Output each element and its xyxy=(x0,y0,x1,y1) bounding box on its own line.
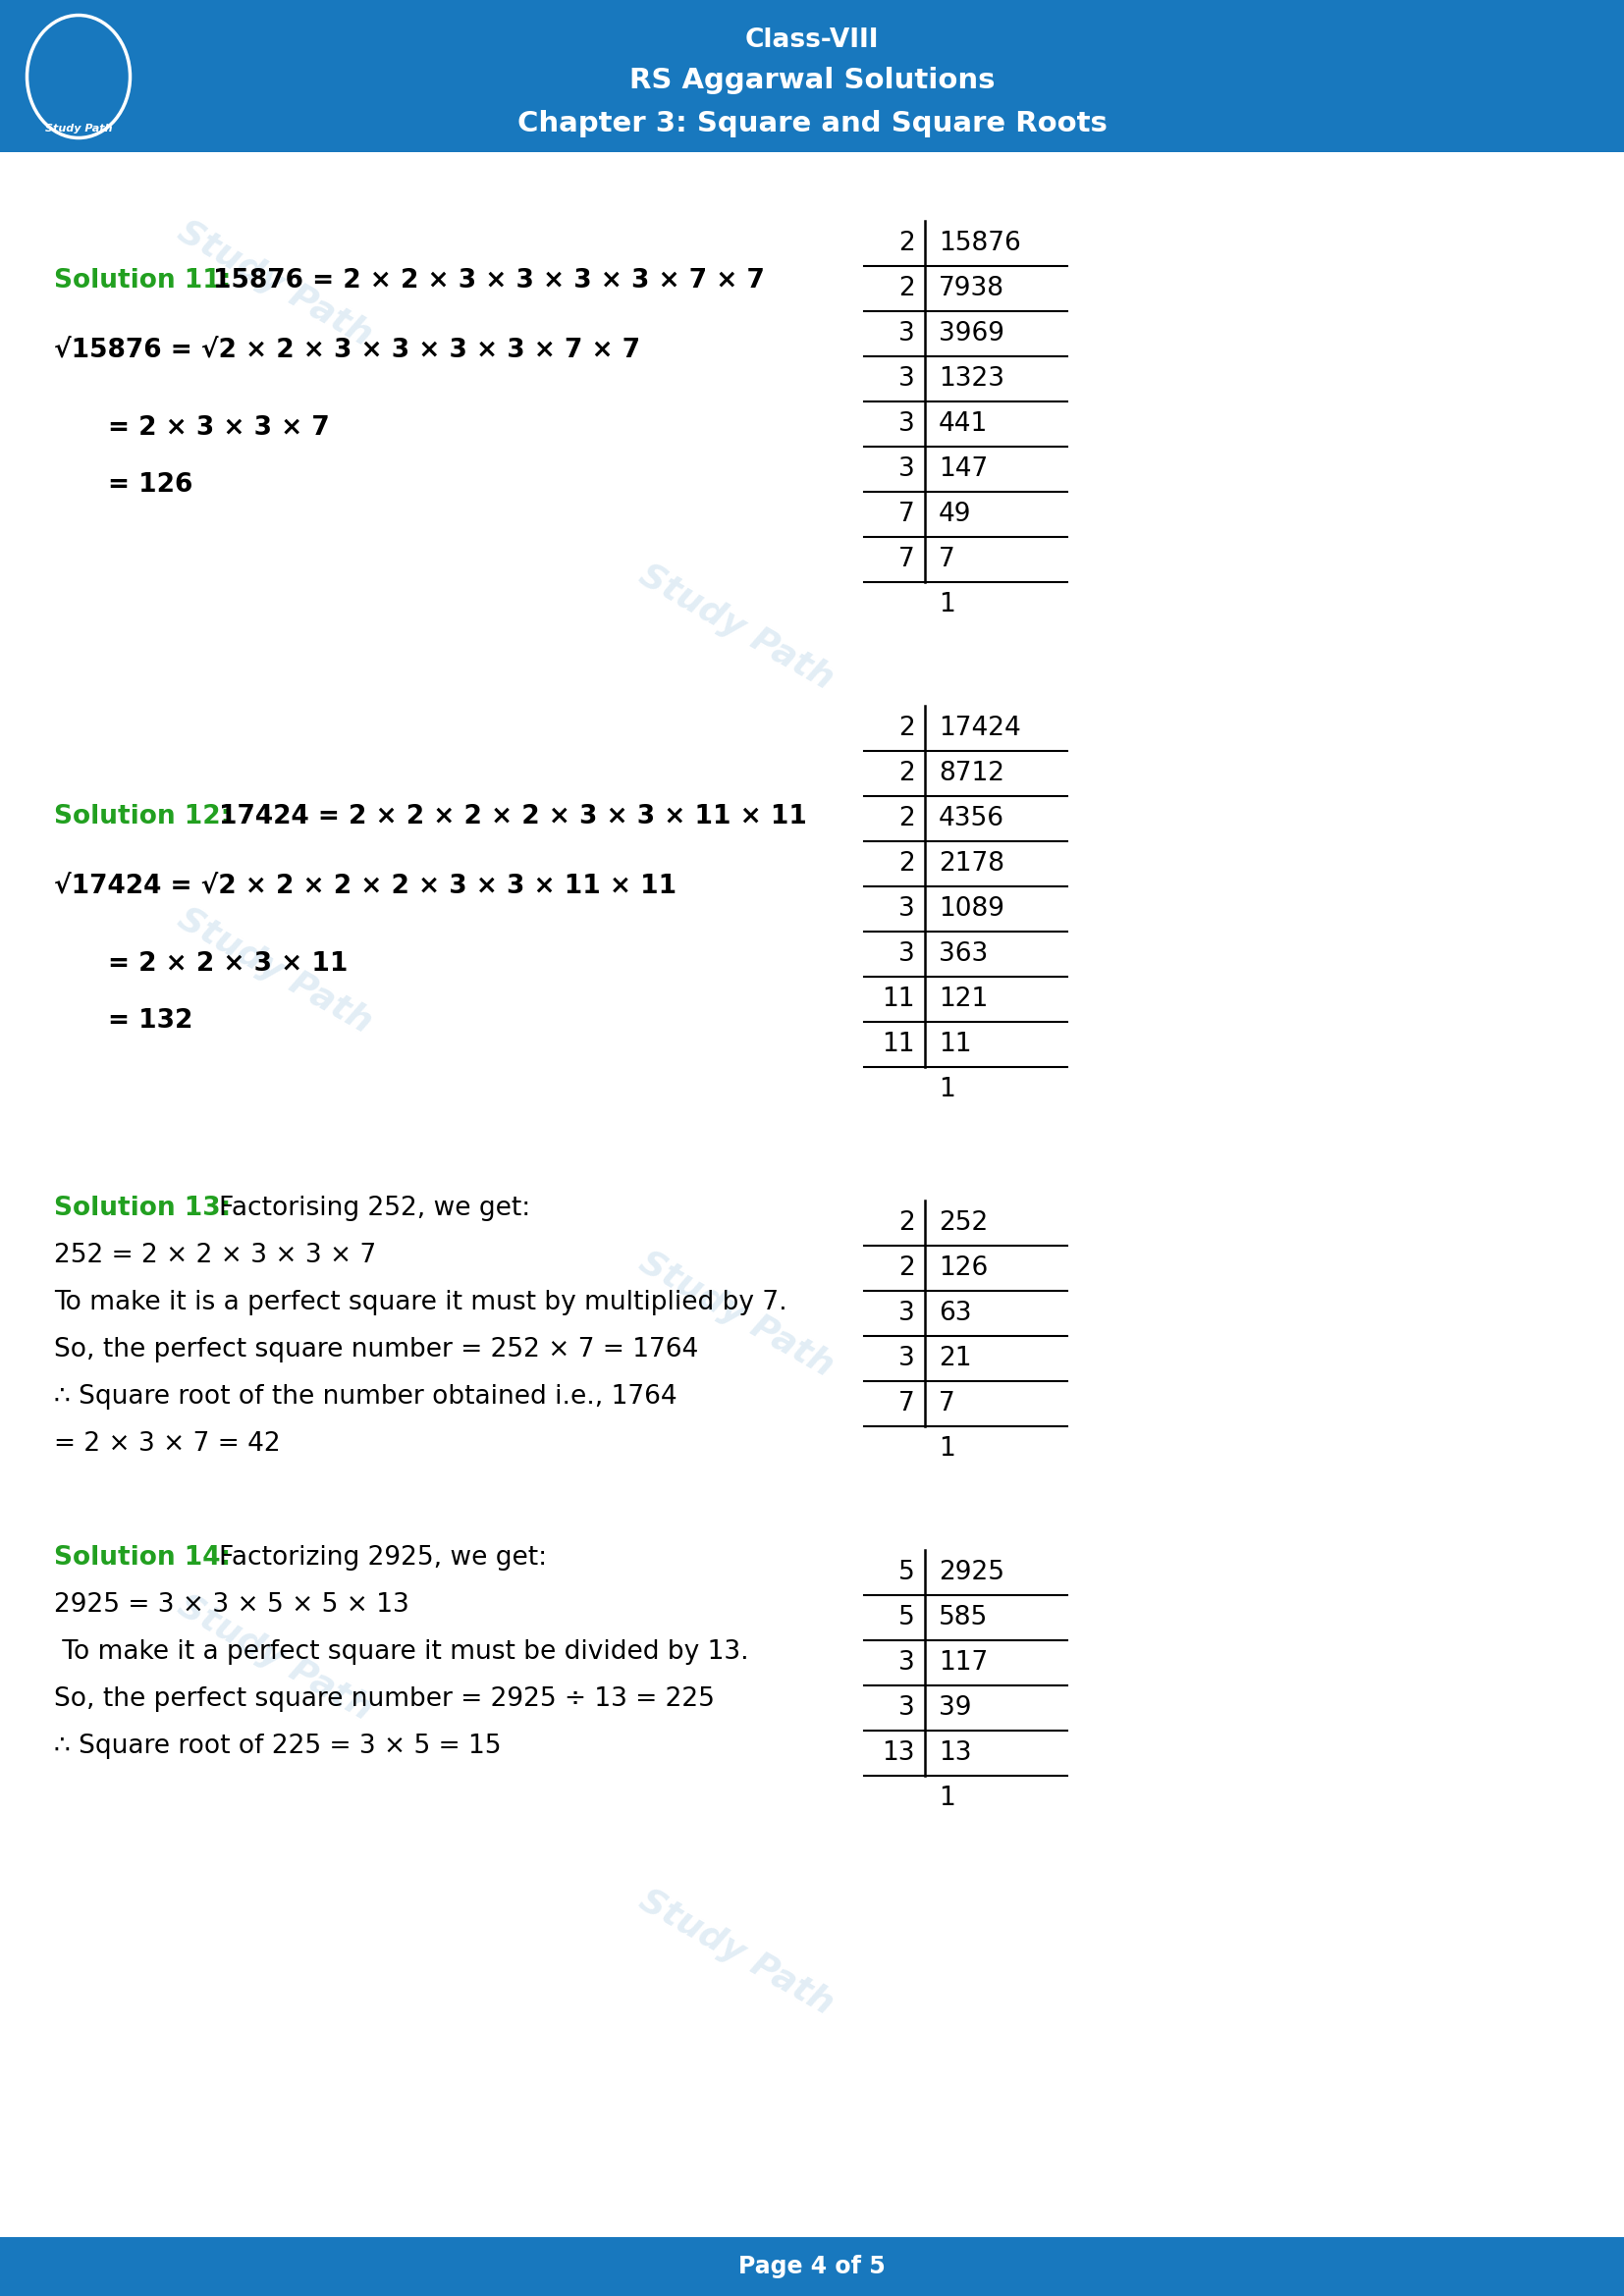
Text: 2925: 2925 xyxy=(939,1559,1005,1584)
Text: 126: 126 xyxy=(939,1256,987,1281)
Text: Study Path: Study Path xyxy=(633,558,840,696)
Text: To make it is a perfect square it must by multiplied by 7.: To make it is a perfect square it must b… xyxy=(54,1290,788,1316)
Text: 3: 3 xyxy=(898,941,914,967)
Text: 1: 1 xyxy=(939,1077,955,1102)
Text: 252 = 2 × 2 × 3 × 3 × 7: 252 = 2 × 2 × 3 × 3 × 7 xyxy=(54,1242,377,1267)
Text: 2: 2 xyxy=(898,806,914,831)
Text: So, the perfect square number = 252 × 7 = 1764: So, the perfect square number = 252 × 7 … xyxy=(54,1336,698,1362)
Text: 3: 3 xyxy=(898,895,914,921)
Text: 3: 3 xyxy=(898,1345,914,1371)
Text: 2: 2 xyxy=(898,276,914,301)
Text: 3: 3 xyxy=(898,365,914,393)
Text: Study Path: Study Path xyxy=(172,902,378,1040)
Text: Class-VIII: Class-VIII xyxy=(745,28,879,53)
Text: Solution 13:: Solution 13: xyxy=(54,1196,231,1221)
Text: 147: 147 xyxy=(939,457,987,482)
Text: 5: 5 xyxy=(898,1605,914,1630)
Text: 11: 11 xyxy=(939,1031,971,1056)
Text: Study Path: Study Path xyxy=(172,214,378,354)
Text: To make it a perfect square it must be divided by 13.: To make it a perfect square it must be d… xyxy=(54,1639,749,1665)
Text: √17424 = √2 × 2 × 2 × 2 × 3 × 3 × 11 × 11: √17424 = √2 × 2 × 2 × 2 × 3 × 3 × 11 × 1… xyxy=(54,875,677,900)
Text: Chapter 3: Square and Square Roots: Chapter 3: Square and Square Roots xyxy=(516,110,1108,138)
Text: 252: 252 xyxy=(939,1210,987,1235)
Text: = 2 × 3 × 7 = 42: = 2 × 3 × 7 = 42 xyxy=(54,1430,281,1456)
Text: 117: 117 xyxy=(939,1651,987,1676)
Text: 3: 3 xyxy=(898,457,914,482)
Text: 21: 21 xyxy=(939,1345,971,1371)
Text: 13: 13 xyxy=(939,1740,971,1766)
Text: = 126: = 126 xyxy=(109,473,193,498)
Text: 441: 441 xyxy=(939,411,987,436)
Text: Solution 12:: Solution 12: xyxy=(54,804,231,829)
Text: 2925 = 3 × 3 × 5 × 5 × 13: 2925 = 3 × 3 × 5 × 5 × 13 xyxy=(54,1591,409,1619)
Text: 3: 3 xyxy=(898,1651,914,1676)
Text: 39: 39 xyxy=(939,1694,971,1720)
Text: Solution 14:: Solution 14: xyxy=(54,1545,231,1570)
Text: 2: 2 xyxy=(898,716,914,742)
Text: So, the perfect square number = 2925 ÷ 13 = 225: So, the perfect square number = 2925 ÷ 1… xyxy=(54,1688,715,1713)
Text: 3: 3 xyxy=(898,411,914,436)
Text: 2178: 2178 xyxy=(939,852,1005,877)
Bar xyxy=(0,0,1624,152)
Text: 7: 7 xyxy=(939,1391,955,1417)
Text: = 2 × 2 × 3 × 11: = 2 × 2 × 3 × 11 xyxy=(109,951,348,976)
Text: 2: 2 xyxy=(898,1256,914,1281)
Text: 1: 1 xyxy=(939,592,955,618)
Text: Solution 11:: Solution 11: xyxy=(54,269,231,294)
Text: 3: 3 xyxy=(898,1300,914,1327)
Text: Study Path: Study Path xyxy=(172,1589,378,1727)
Text: 11: 11 xyxy=(882,987,914,1013)
Text: 3: 3 xyxy=(898,321,914,347)
Text: = 2 × 3 × 3 × 7: = 2 × 3 × 3 × 7 xyxy=(109,416,330,441)
Text: Study Path: Study Path xyxy=(633,1244,840,1384)
Text: 17424 = 2 × 2 × 2 × 2 × 3 × 3 × 11 × 11: 17424 = 2 × 2 × 2 × 2 × 3 × 3 × 11 × 11 xyxy=(219,804,807,829)
Text: 15876: 15876 xyxy=(939,230,1021,257)
Text: ∴ Square root of the number obtained i.e., 1764: ∴ Square root of the number obtained i.e… xyxy=(54,1384,677,1410)
Text: 585: 585 xyxy=(939,1605,987,1630)
Text: 121: 121 xyxy=(939,987,987,1013)
Text: 5: 5 xyxy=(898,1559,914,1584)
Text: Factorizing 2925, we get:: Factorizing 2925, we get: xyxy=(219,1545,547,1570)
Text: 3969: 3969 xyxy=(939,321,1005,347)
Text: 2: 2 xyxy=(898,852,914,877)
Text: 3: 3 xyxy=(898,1694,914,1720)
Text: 13: 13 xyxy=(882,1740,914,1766)
Text: Page 4 of 5: Page 4 of 5 xyxy=(739,2255,885,2278)
Text: 7938: 7938 xyxy=(939,276,1005,301)
Text: Study Path: Study Path xyxy=(633,1883,840,2020)
Text: 7: 7 xyxy=(898,546,914,572)
Text: 17424: 17424 xyxy=(939,716,1021,742)
Text: 1323: 1323 xyxy=(939,365,1005,393)
Text: 2: 2 xyxy=(898,230,914,257)
Text: 8712: 8712 xyxy=(939,760,1005,785)
Text: 7: 7 xyxy=(898,501,914,528)
Text: 2: 2 xyxy=(898,760,914,785)
Text: Factorising 252, we get:: Factorising 252, we get: xyxy=(219,1196,531,1221)
Text: 15876 = 2 × 2 × 3 × 3 × 3 × 3 × 7 × 7: 15876 = 2 × 2 × 3 × 3 × 3 × 3 × 7 × 7 xyxy=(213,269,765,294)
Text: 2: 2 xyxy=(898,1210,914,1235)
Text: = 132: = 132 xyxy=(109,1008,193,1033)
Text: RS Aggarwal Solutions: RS Aggarwal Solutions xyxy=(628,67,996,94)
Text: 7: 7 xyxy=(898,1391,914,1417)
Text: 1: 1 xyxy=(939,1786,955,1812)
Text: 363: 363 xyxy=(939,941,987,967)
Text: 1089: 1089 xyxy=(939,895,1005,921)
Text: 1: 1 xyxy=(939,1435,955,1463)
Text: 7: 7 xyxy=(939,546,955,572)
Bar xyxy=(0,2236,1624,2296)
Text: 49: 49 xyxy=(939,501,971,528)
Text: 4356: 4356 xyxy=(939,806,1005,831)
Text: 11: 11 xyxy=(882,1031,914,1056)
Text: Study Path: Study Path xyxy=(45,124,112,133)
Text: ∴ Square root of 225 = 3 × 5 = 15: ∴ Square root of 225 = 3 × 5 = 15 xyxy=(54,1733,502,1759)
Text: 63: 63 xyxy=(939,1300,971,1327)
Text: √15876 = √2 × 2 × 3 × 3 × 3 × 3 × 7 × 7: √15876 = √2 × 2 × 3 × 3 × 3 × 3 × 7 × 7 xyxy=(54,338,640,365)
